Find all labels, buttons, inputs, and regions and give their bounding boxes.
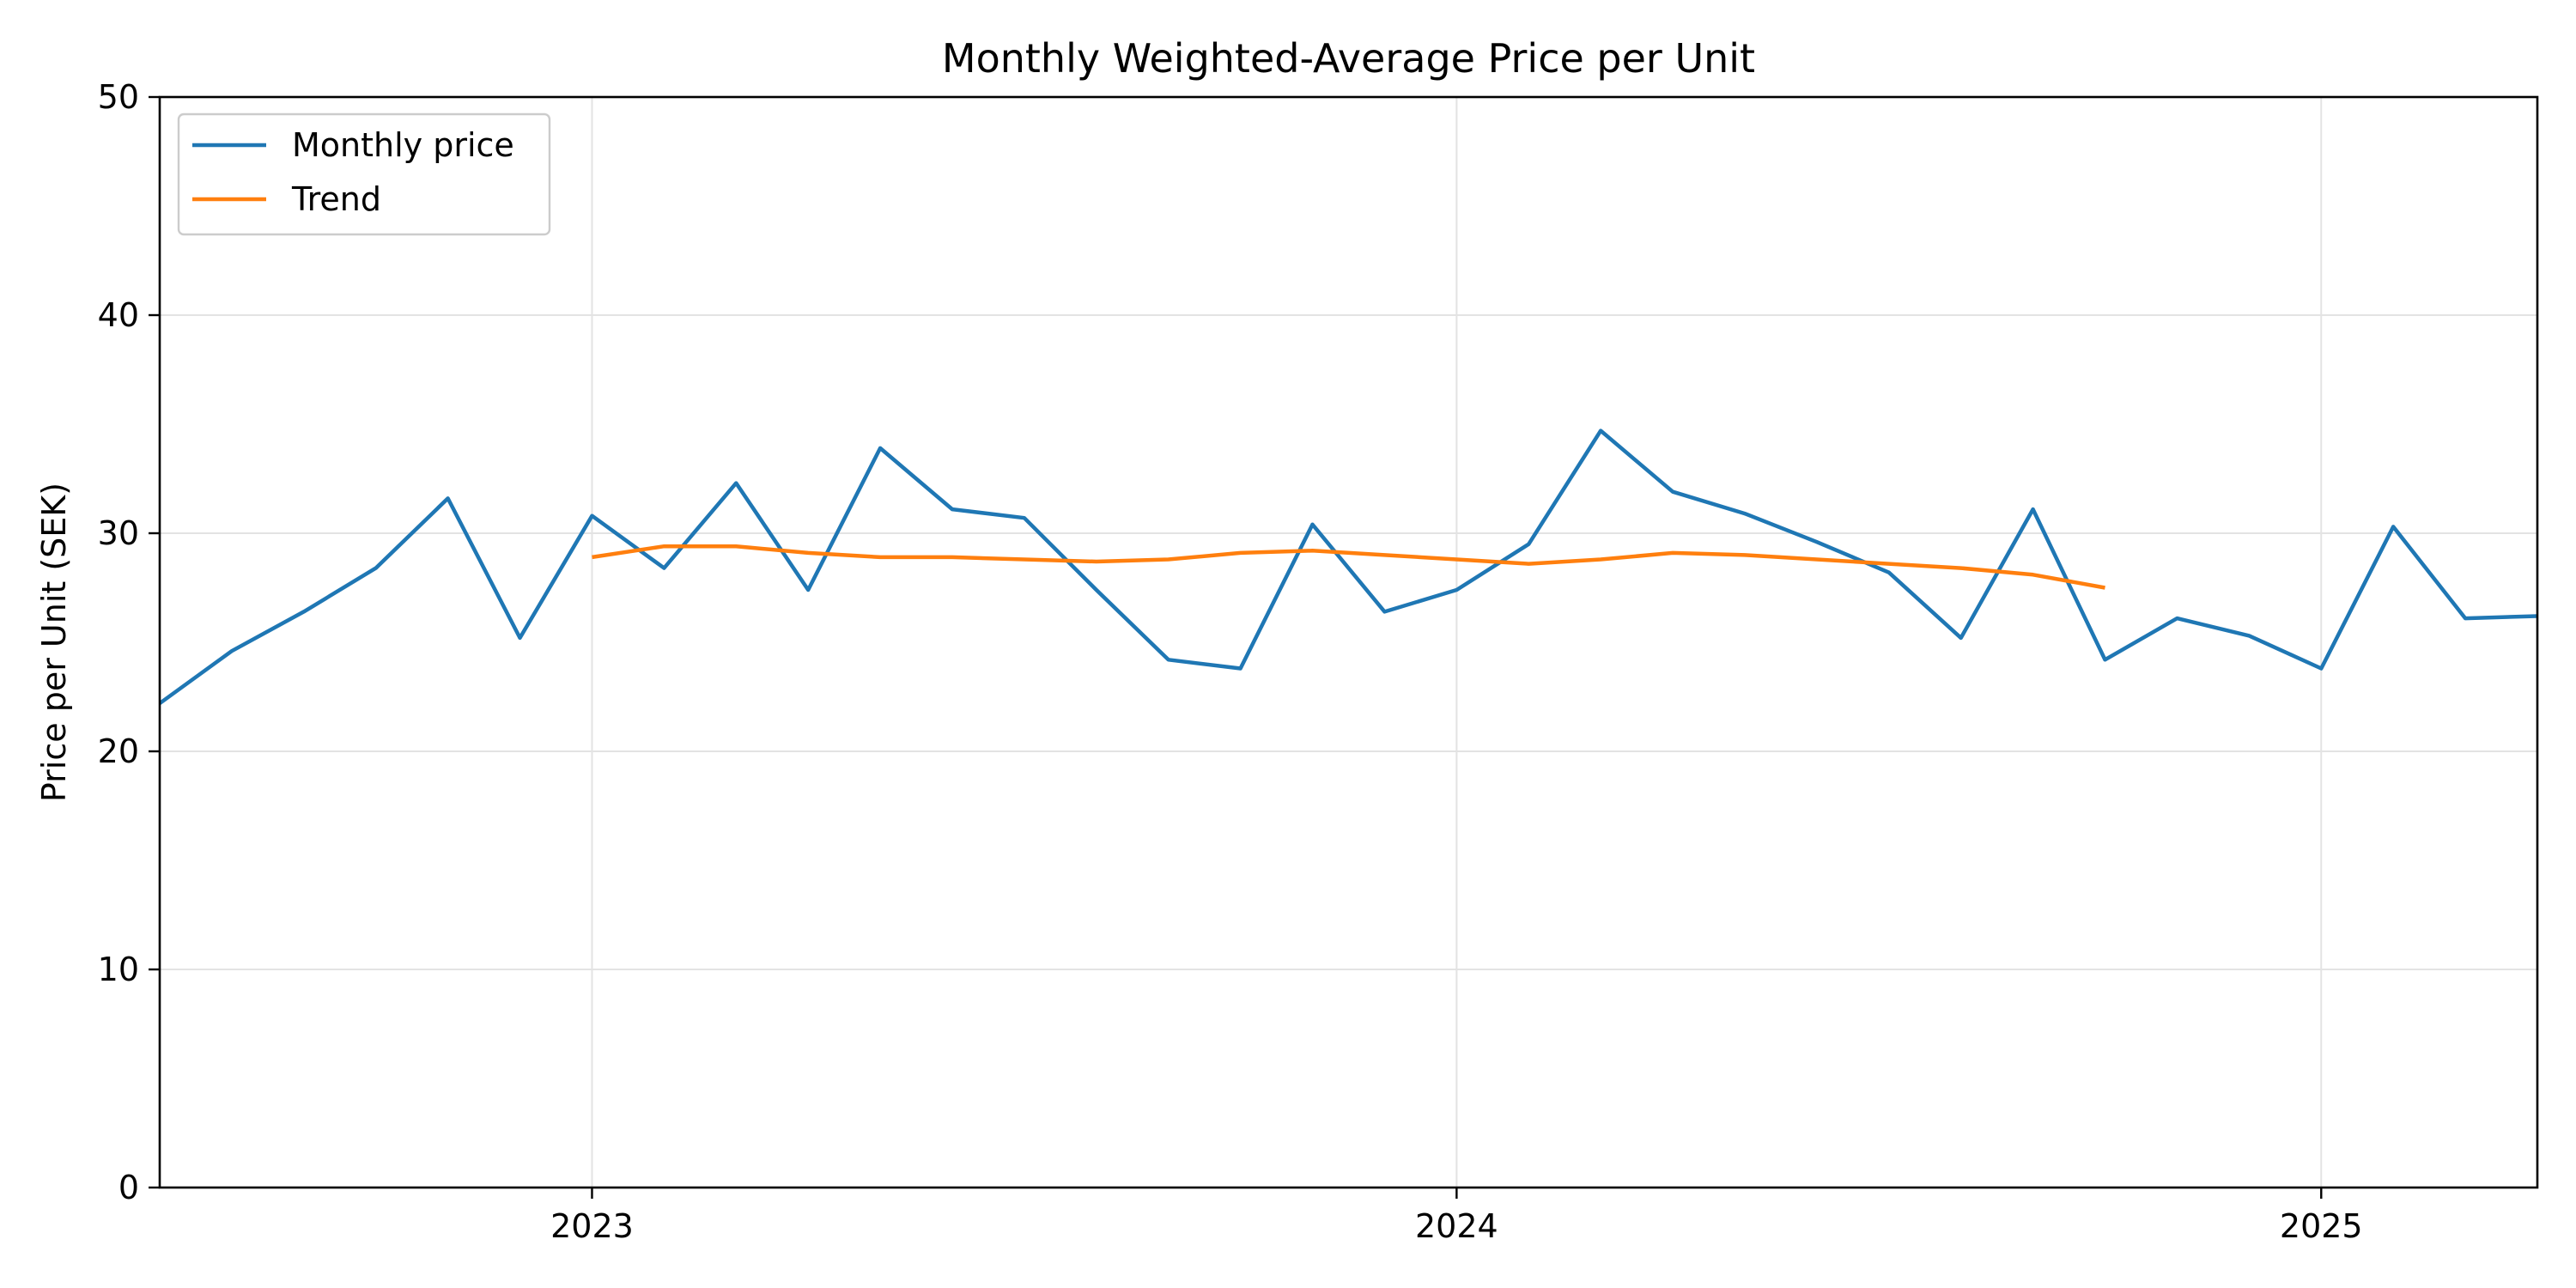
y-tick-label: 30 xyxy=(98,514,139,552)
x-tick-label: 2023 xyxy=(550,1207,634,1245)
legend-label: Trend xyxy=(291,180,381,218)
axis-ticks: 0 10 20 30 40 50 2023 2024 2025 xyxy=(98,78,2363,1245)
chart-title: Monthly Weighted-Average Price per Unit xyxy=(942,35,1755,82)
trend-line xyxy=(592,544,2105,590)
grid xyxy=(160,97,2537,1188)
legend-box xyxy=(177,112,551,236)
y-tick-label: 10 xyxy=(98,951,139,988)
monthly-price-line xyxy=(160,428,2537,705)
y-tick-label: 40 xyxy=(98,296,139,334)
y-axis-label: Price per Unit (SEK) xyxy=(35,483,73,802)
axes-frame xyxy=(158,95,2539,1189)
x-tick-label: 2025 xyxy=(2280,1207,2363,1245)
legend-label: Monthly price xyxy=(292,126,514,164)
legend: Monthly price Trend xyxy=(177,112,551,236)
y-tick-label: 0 xyxy=(118,1169,139,1206)
y-tick-label: 20 xyxy=(98,732,139,770)
plot-series xyxy=(160,428,2537,705)
x-tick-label: 2024 xyxy=(1415,1207,1498,1245)
y-tick-label: 50 xyxy=(98,78,139,116)
